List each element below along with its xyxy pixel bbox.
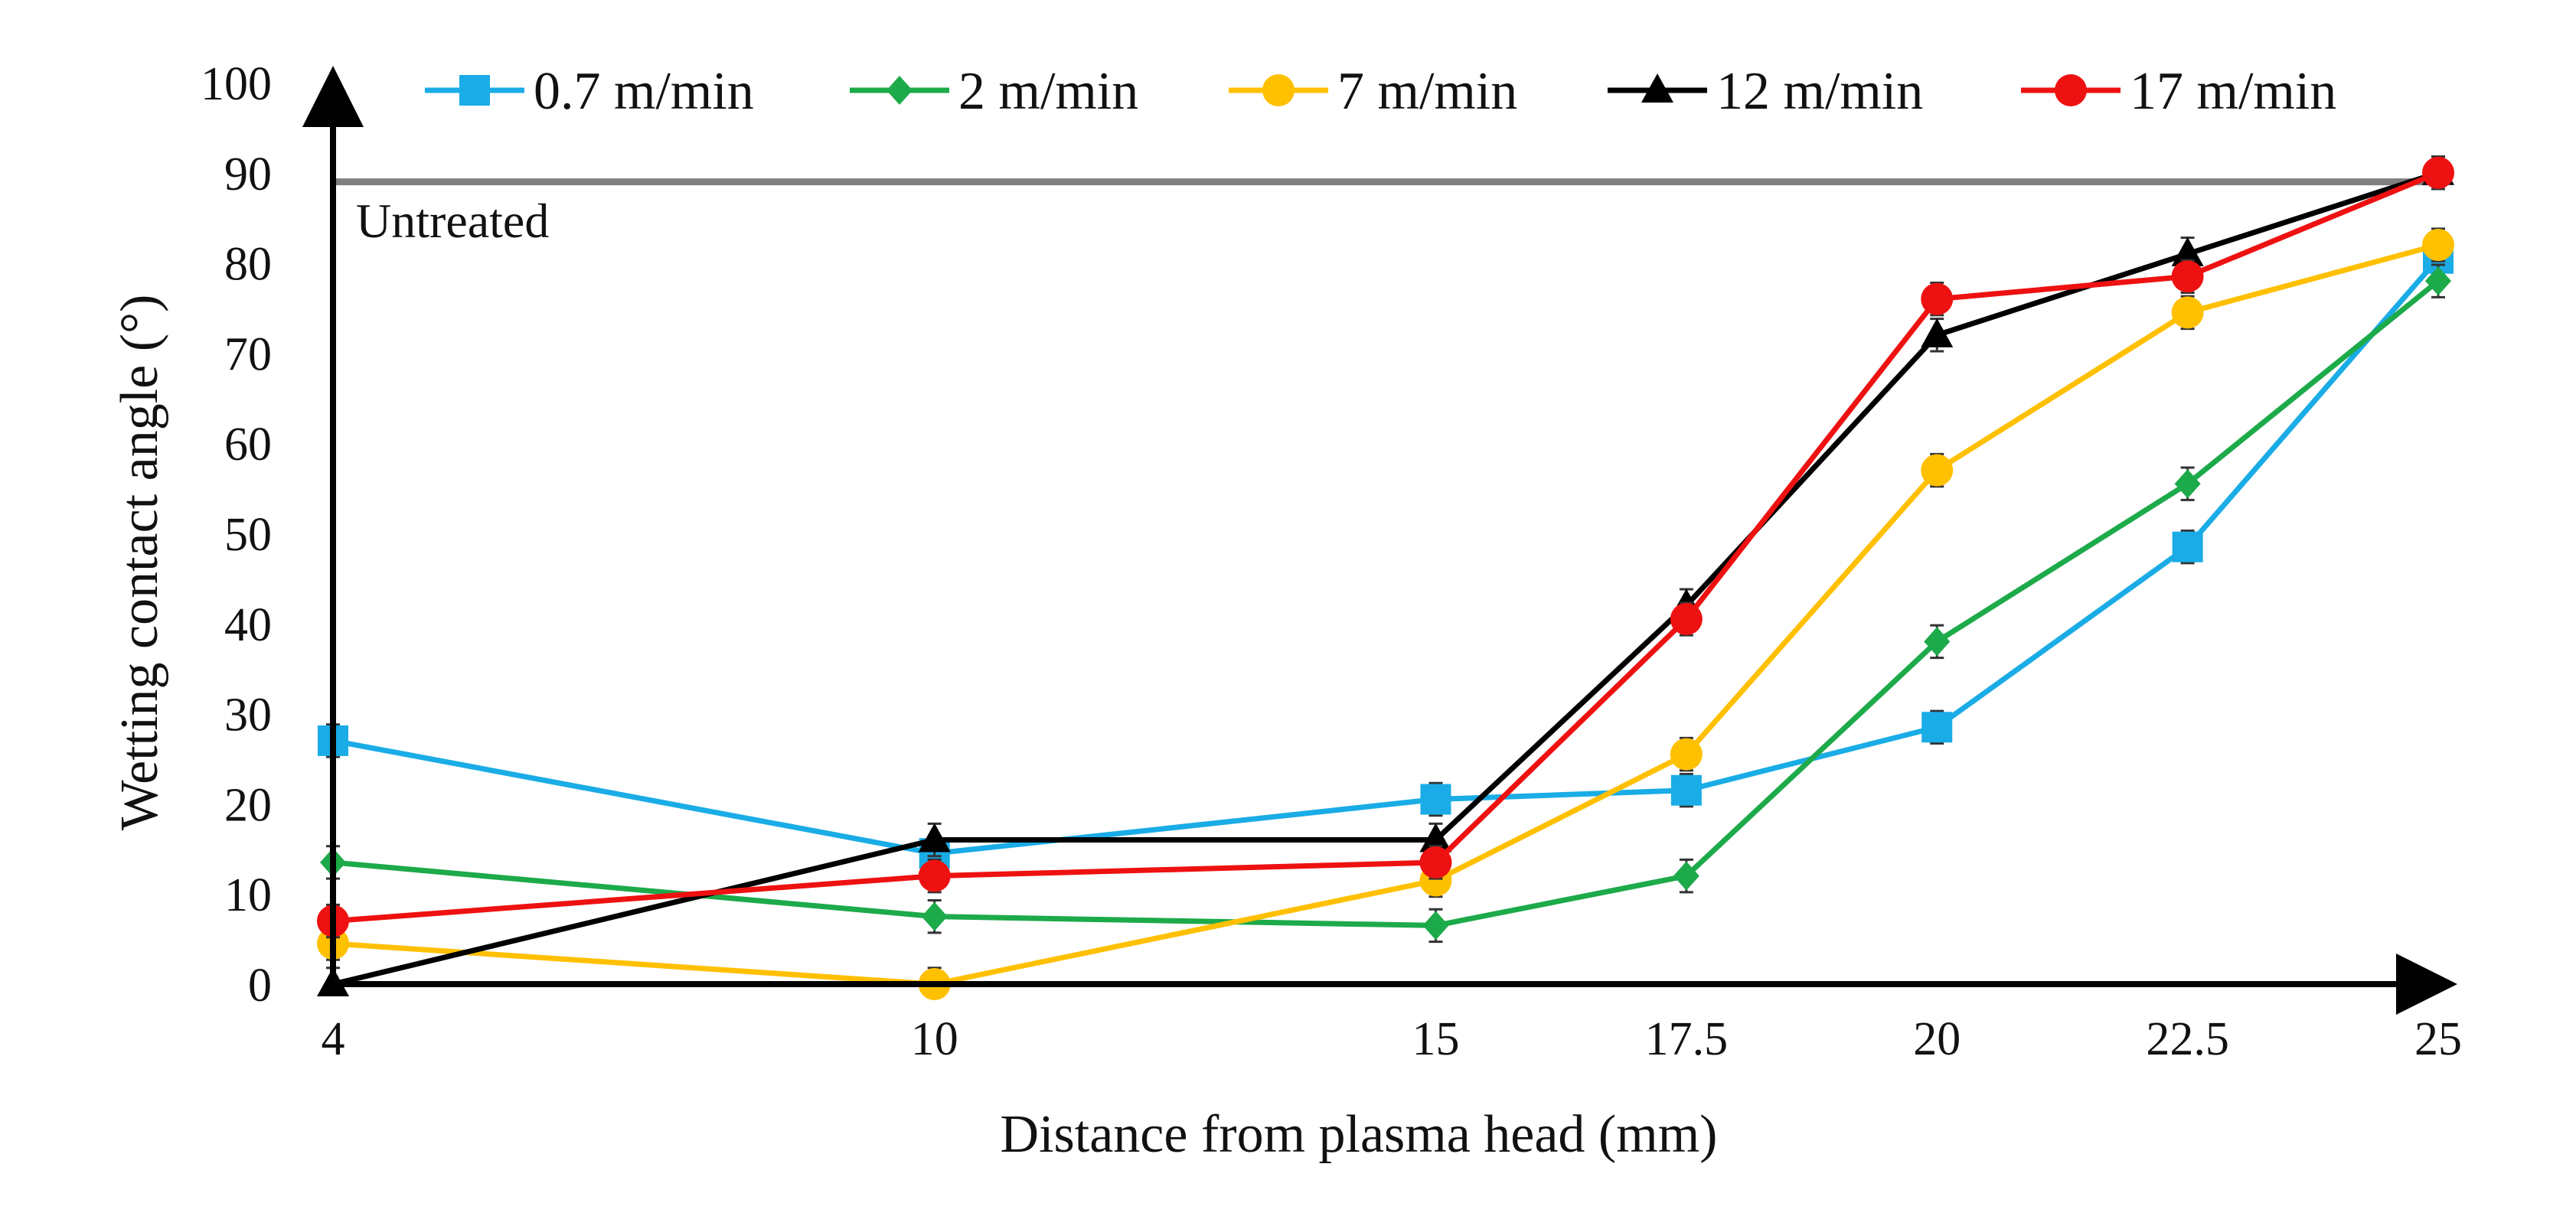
x-tick-label: 25 <box>2414 1013 2462 1065</box>
legend-label: 2 m/min <box>958 62 1138 121</box>
x-tick-label: 10 <box>911 1013 958 1065</box>
data-point <box>1670 774 1702 806</box>
series-7-m-min <box>317 227 2454 1000</box>
data-point <box>1419 846 1452 879</box>
data-point <box>2174 469 2201 499</box>
data-point <box>918 823 951 852</box>
tick-labels-layer: 0 10 20 30 40 50 60 70 80 90 100 4 10 15 17.5 20 22.5 25 <box>201 58 2462 1065</box>
y-tick-label: 20 <box>224 779 272 831</box>
data-point <box>2171 296 2204 329</box>
data-point <box>1670 738 1703 771</box>
series-line <box>332 279 2441 928</box>
data-point <box>921 901 948 931</box>
x-tick-label: 17.5 <box>1645 1013 1729 1065</box>
x-tick-label: 20 <box>1913 1013 1961 1065</box>
y-tick-label: 10 <box>224 869 272 921</box>
x-axis-title: Distance from plasma head (mm) <box>1001 1105 1718 1164</box>
data-point <box>1921 454 1954 487</box>
legend-label: 12 m/min <box>1716 62 1923 121</box>
x-tick-label: 15 <box>1412 1013 1459 1065</box>
data-point <box>2422 229 2454 262</box>
legend-item: 17 m/min <box>2021 62 2336 121</box>
x-tick-label: 22.5 <box>2146 1013 2229 1065</box>
legend-item: 2 m/min <box>850 62 1138 121</box>
data-point <box>1921 712 1953 743</box>
y-tick-label: 50 <box>224 509 272 561</box>
data-point <box>1670 602 1703 635</box>
reference-line-label: Untreated <box>356 194 549 248</box>
legend-marker <box>2055 74 2087 106</box>
axes-layer <box>302 66 2457 1015</box>
y-axis-title: Wetting contact angle (°) <box>110 295 169 831</box>
legend-marker <box>1641 73 1673 103</box>
legend-label: 7 m/min <box>1337 62 1517 121</box>
data-point <box>2171 236 2204 266</box>
y-tick-label: 30 <box>224 689 272 742</box>
data-point <box>1924 627 1951 657</box>
legend-item: 12 m/min <box>1608 62 1923 121</box>
legend-marker <box>459 75 490 106</box>
data-point <box>1921 318 1954 347</box>
data-point <box>1422 911 1449 940</box>
data-point <box>1419 823 1452 852</box>
data-point <box>2422 156 2454 189</box>
x-tick-label: 4 <box>322 1013 345 1065</box>
legend: 0.7 m/min 2 m/min 7 m/min 12 m/min 17 m/min <box>425 62 2336 121</box>
data-point <box>1420 784 1451 815</box>
series-line <box>332 170 2440 924</box>
data-point <box>2172 531 2203 562</box>
legend-item: 7 m/min <box>1229 62 1517 121</box>
y-tick-label: 80 <box>224 239 272 291</box>
y-tick-label: 60 <box>224 419 272 471</box>
legend-label: 17 m/min <box>2130 62 2336 121</box>
data-point <box>918 859 951 892</box>
data-point <box>1673 861 1699 891</box>
y-tick-label: 0 <box>248 960 272 1012</box>
legend-label: 0.7 m/min <box>534 62 754 121</box>
data-point <box>2425 266 2451 296</box>
data-point <box>2171 260 2204 293</box>
series-2-m-min <box>320 263 2451 944</box>
legend-marker <box>1262 74 1295 106</box>
legend-item: 0.7 m/min <box>425 62 754 121</box>
data-point <box>1921 282 1954 315</box>
y-tick-label: 90 <box>224 148 272 200</box>
series-line <box>332 242 2439 987</box>
series-0-7-m-min <box>318 241 2454 871</box>
series-line <box>332 256 2441 856</box>
y-tick-label: 40 <box>224 599 272 651</box>
y-tick-label: 100 <box>201 58 272 110</box>
y-tick-label: 70 <box>224 328 272 380</box>
series-layer <box>317 155 2454 1000</box>
legend-marker <box>886 76 913 105</box>
